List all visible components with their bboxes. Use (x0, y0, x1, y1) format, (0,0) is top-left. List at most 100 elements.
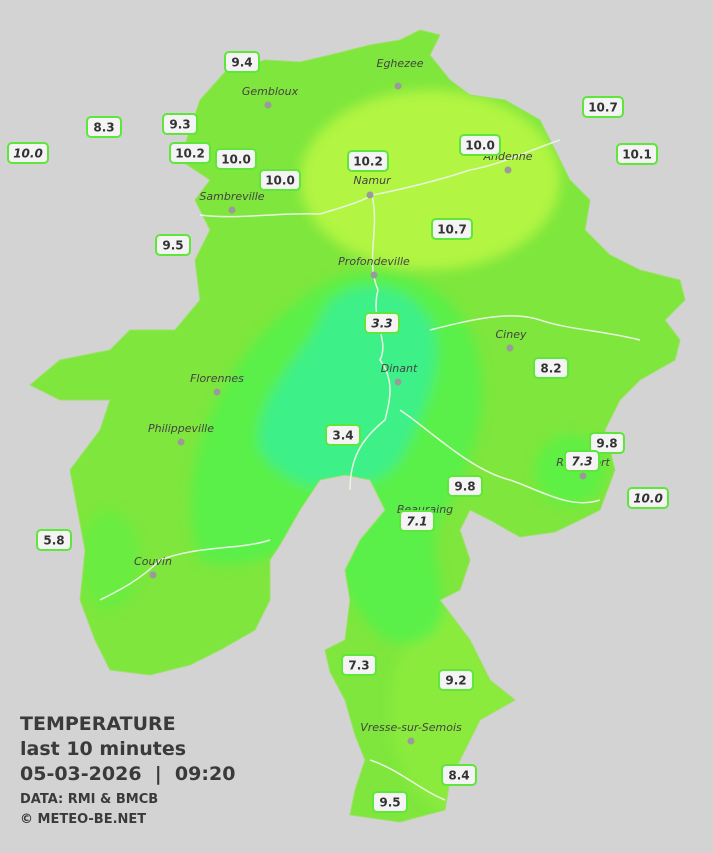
station-value: 9.3 (169, 118, 190, 132)
station: 9.2 (438, 669, 474, 691)
station: 9.3 (162, 113, 198, 135)
town-dot (407, 737, 415, 745)
station-box (364, 312, 400, 334)
legend-period: last 10 minutes (20, 738, 186, 760)
town-label: Dinant (381, 362, 418, 375)
town-dot (177, 438, 185, 446)
station: 8.3 (86, 116, 122, 138)
station-box (169, 142, 211, 164)
station: 10.7 (582, 96, 624, 118)
station: 7.3 (564, 450, 600, 472)
town-label: Philippeville (148, 422, 214, 435)
station-box (7, 142, 49, 164)
station-value: 9.5 (379, 796, 400, 810)
station-box (372, 791, 408, 813)
station-value: 8.3 (93, 121, 114, 135)
station-box (582, 96, 624, 118)
station: 10.0 (7, 142, 49, 164)
station-value: 10.2 (353, 155, 383, 169)
stations: 9.4 8.3 9.3 10.0 10.2 10.0 10.0 10.2 10.0 10.7 10.… (7, 51, 669, 813)
town-dot (394, 378, 402, 386)
station-box (447, 475, 483, 497)
station-box (215, 148, 257, 170)
station-value: 10.0 (265, 174, 295, 188)
station: 10.1 (616, 143, 658, 165)
town-label: Couvin (134, 555, 172, 568)
station-value: 10.1 (622, 148, 652, 162)
station-box (589, 432, 625, 454)
station: 9.5 (155, 234, 191, 256)
station-value: 3.3 (371, 317, 392, 331)
station-value: 9.8 (454, 480, 475, 494)
town-dot (149, 571, 157, 579)
station-box (627, 487, 669, 509)
station: 3.3 (364, 312, 400, 334)
station: 10.7 (431, 218, 473, 240)
station: 10.0 (259, 169, 301, 191)
station: 9.8 (447, 475, 483, 497)
legend: TEMPERATURE last 10 minutes 05-03-2026 |… (20, 713, 235, 827)
town-dot (213, 388, 221, 396)
station-box (224, 51, 260, 73)
station: 10.0 (215, 148, 257, 170)
station: 9.5 (372, 791, 408, 813)
station: 7.3 (341, 654, 377, 676)
station: 8.2 (533, 357, 569, 379)
station-value: 7.3 (571, 455, 592, 469)
town-dot (579, 472, 587, 480)
legend-source: DATA: RMI & BMCB (20, 792, 158, 807)
legend-copyright: © METEO-BE.NET (20, 812, 146, 827)
station-value: 9.5 (162, 239, 183, 253)
station-value: 10.7 (588, 101, 618, 115)
station-box (459, 134, 501, 156)
station-value: 3.4 (332, 429, 353, 443)
town-label: Vresse-sur-Semois (360, 721, 462, 734)
station-box (341, 654, 377, 676)
station: 10.2 (169, 142, 211, 164)
station-value: 9.2 (445, 674, 466, 688)
town-dot (504, 166, 512, 174)
station: 8.4 (441, 764, 477, 786)
station: 10.0 (627, 487, 669, 509)
town-label: Florennes (190, 372, 244, 385)
station-box (431, 218, 473, 240)
station-box (441, 764, 477, 786)
town-label: Sambreville (199, 190, 264, 203)
station-box (438, 669, 474, 691)
station-value: 10.2 (175, 147, 205, 161)
town-dot (506, 344, 514, 352)
station: 9.8 (589, 432, 625, 454)
station-value: 10.0 (633, 492, 663, 506)
station: 10.0 (459, 134, 501, 156)
station-box (155, 234, 191, 256)
station-box (259, 169, 301, 191)
station: 5.8 (36, 529, 72, 551)
town-dot (370, 271, 378, 279)
station-value: 10.7 (437, 223, 467, 237)
station-value: 8.4 (448, 769, 469, 783)
station-box (533, 357, 569, 379)
station-box (162, 113, 198, 135)
station-value: 9.4 (231, 56, 252, 70)
town-dot (228, 206, 236, 214)
station-value: 10.0 (221, 153, 251, 167)
town-dot (366, 191, 374, 199)
town-dot (264, 101, 272, 109)
station-box (399, 510, 435, 532)
station-value: 8.2 (540, 362, 561, 376)
town-label: Ciney (496, 328, 527, 341)
station-box (616, 143, 658, 165)
town-label: Profondeville (338, 255, 410, 268)
station-box (347, 150, 389, 172)
legend-datetime: 05-03-2026 | 09:20 (20, 763, 235, 785)
station-box (564, 450, 600, 472)
town-label: Namur (353, 174, 392, 187)
station-value: 10.0 (465, 139, 495, 153)
station: 9.4 (224, 51, 260, 73)
station: 10.2 (347, 150, 389, 172)
town-dot (394, 82, 402, 90)
station-box (325, 424, 361, 446)
town-label: Eghezee (377, 57, 424, 70)
station-value: 7.3 (348, 659, 369, 673)
